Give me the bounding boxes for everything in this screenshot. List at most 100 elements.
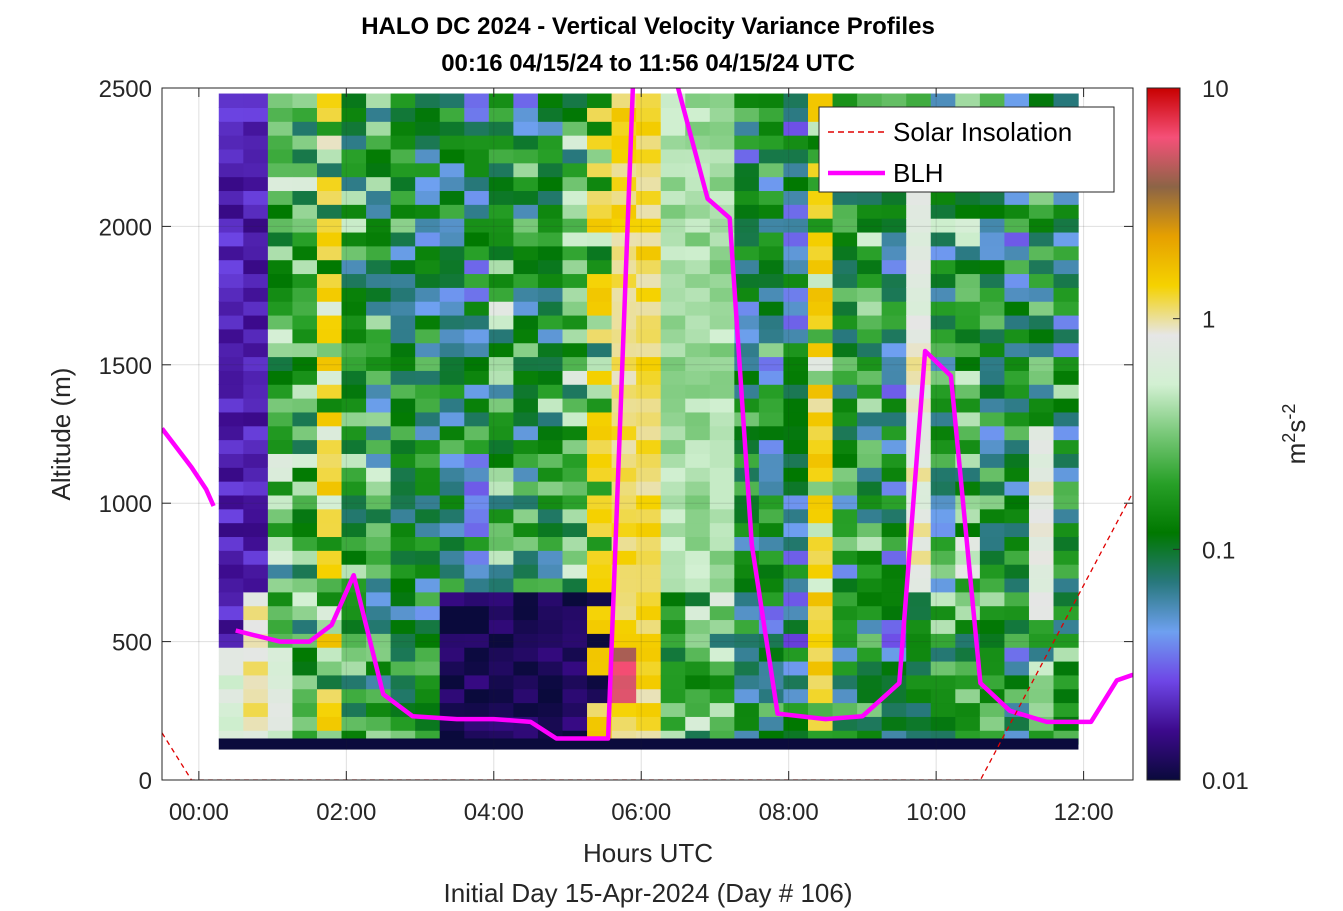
heatmap-cell — [464, 536, 490, 551]
heatmap-cell — [1053, 245, 1079, 261]
heatmap-cell — [709, 135, 735, 150]
heatmap-cell — [955, 259, 981, 275]
heatmap-cell — [390, 508, 416, 524]
heatmap-cell — [783, 439, 809, 454]
heatmap-cell — [243, 301, 269, 316]
heatmap-cell — [979, 287, 1006, 302]
heatmap-cell — [537, 231, 564, 247]
heatmap-cell — [709, 633, 735, 648]
heatmap-cell — [366, 162, 392, 178]
heatmap-cell — [979, 647, 1006, 662]
heatmap-cell — [1004, 453, 1030, 468]
heatmap-cell — [316, 411, 343, 427]
heatmap-cell — [366, 204, 392, 219]
heatmap-cell — [464, 674, 490, 690]
heatmap-cell — [267, 439, 294, 454]
heatmap-cell — [979, 384, 1006, 399]
heatmap-cell — [808, 356, 834, 371]
series-lines — [162, 88, 1133, 780]
heatmap-cell — [366, 218, 392, 233]
heatmap-cell — [881, 453, 907, 468]
heatmap-cell — [930, 453, 956, 468]
heatmap-cell — [243, 702, 269, 717]
heatmap-cell — [488, 633, 514, 648]
heatmap-cell — [316, 398, 343, 413]
heatmap-cell — [1028, 481, 1055, 496]
heatmap-cell — [685, 204, 711, 219]
heatmap-cell — [464, 245, 490, 261]
heatmap-cell — [881, 467, 907, 482]
heatmap-cell — [758, 439, 785, 454]
heatmap-cell — [808, 259, 834, 275]
heatmap-cell — [758, 204, 785, 219]
heatmap-cell — [390, 135, 416, 150]
heatmap-cell — [660, 647, 686, 662]
heatmap-cell — [292, 674, 318, 690]
heatmap-cell — [906, 674, 932, 690]
heatmap-cell — [734, 135, 760, 150]
heatmap-cell — [218, 245, 244, 261]
heatmap-cell — [636, 453, 662, 468]
heatmap-cell — [464, 259, 490, 275]
heatmap-cell — [636, 702, 662, 717]
heatmap-cell — [808, 273, 834, 288]
heatmap-cell — [316, 577, 343, 593]
heatmap-cell — [881, 411, 907, 427]
heatmap-cell — [415, 190, 441, 205]
heatmap-cell — [513, 231, 539, 247]
heatmap-cell — [709, 439, 735, 454]
heatmap-cell — [341, 633, 367, 648]
heatmap-cell — [1053, 328, 1079, 344]
heatmap-cell — [1028, 467, 1055, 482]
heatmap-cell — [537, 716, 564, 731]
heatmap-cell — [513, 550, 539, 565]
heatmap-cell — [415, 135, 441, 150]
heatmap-cell — [218, 564, 244, 579]
heatmap-cell — [979, 591, 1006, 607]
heatmap-cell — [267, 176, 294, 192]
heatmap-cell — [636, 259, 662, 275]
heatmap-cell — [513, 577, 539, 593]
heatmap-cell — [955, 716, 981, 731]
heatmap-cell — [562, 370, 588, 385]
heatmap-cell — [267, 716, 294, 731]
heatmap-cell — [881, 328, 907, 344]
heatmap-cell — [316, 328, 343, 344]
heatmap-cell — [955, 273, 981, 288]
heatmap-cell — [267, 314, 294, 330]
heatmap-cell — [439, 619, 465, 634]
heatmap-cell — [390, 204, 416, 219]
heatmap-cell — [1028, 660, 1055, 676]
heatmap-cell — [611, 702, 637, 717]
heatmap-cell — [1004, 398, 1030, 413]
x-tick-label: 08:00 — [759, 799, 819, 826]
heatmap-cell — [611, 176, 637, 192]
heatmap-cell — [587, 508, 613, 524]
heatmap-cell — [783, 398, 809, 413]
heatmap-cell — [316, 301, 343, 316]
heatmap-cell — [783, 93, 809, 108]
heatmap-cell — [218, 647, 244, 662]
heatmap-cell — [857, 688, 883, 704]
y-tick-label: 2500 — [99, 76, 152, 103]
heatmap-cell — [611, 231, 637, 247]
heatmap-cell — [881, 384, 907, 399]
heatmap-cell — [783, 633, 809, 648]
heatmap-cell — [267, 674, 294, 690]
heatmap-cell — [415, 591, 441, 607]
heatmap-cell — [341, 190, 367, 205]
heatmap-cell — [537, 619, 564, 634]
heatmap-cell — [979, 190, 1006, 205]
heatmap-cell — [439, 425, 465, 441]
heatmap-cell — [267, 425, 294, 441]
heatmap-cell — [464, 204, 490, 219]
heatmap-cell — [562, 314, 588, 330]
heatmap-cell — [587, 93, 613, 108]
heatmap-cell — [439, 328, 465, 344]
heatmap-cell — [390, 93, 416, 108]
heatmap-cell — [709, 481, 735, 496]
heatmap-cell — [881, 218, 907, 233]
heatmap-cell — [537, 660, 564, 676]
heatmap-cell — [979, 702, 1006, 717]
heatmap-cell — [513, 425, 539, 441]
